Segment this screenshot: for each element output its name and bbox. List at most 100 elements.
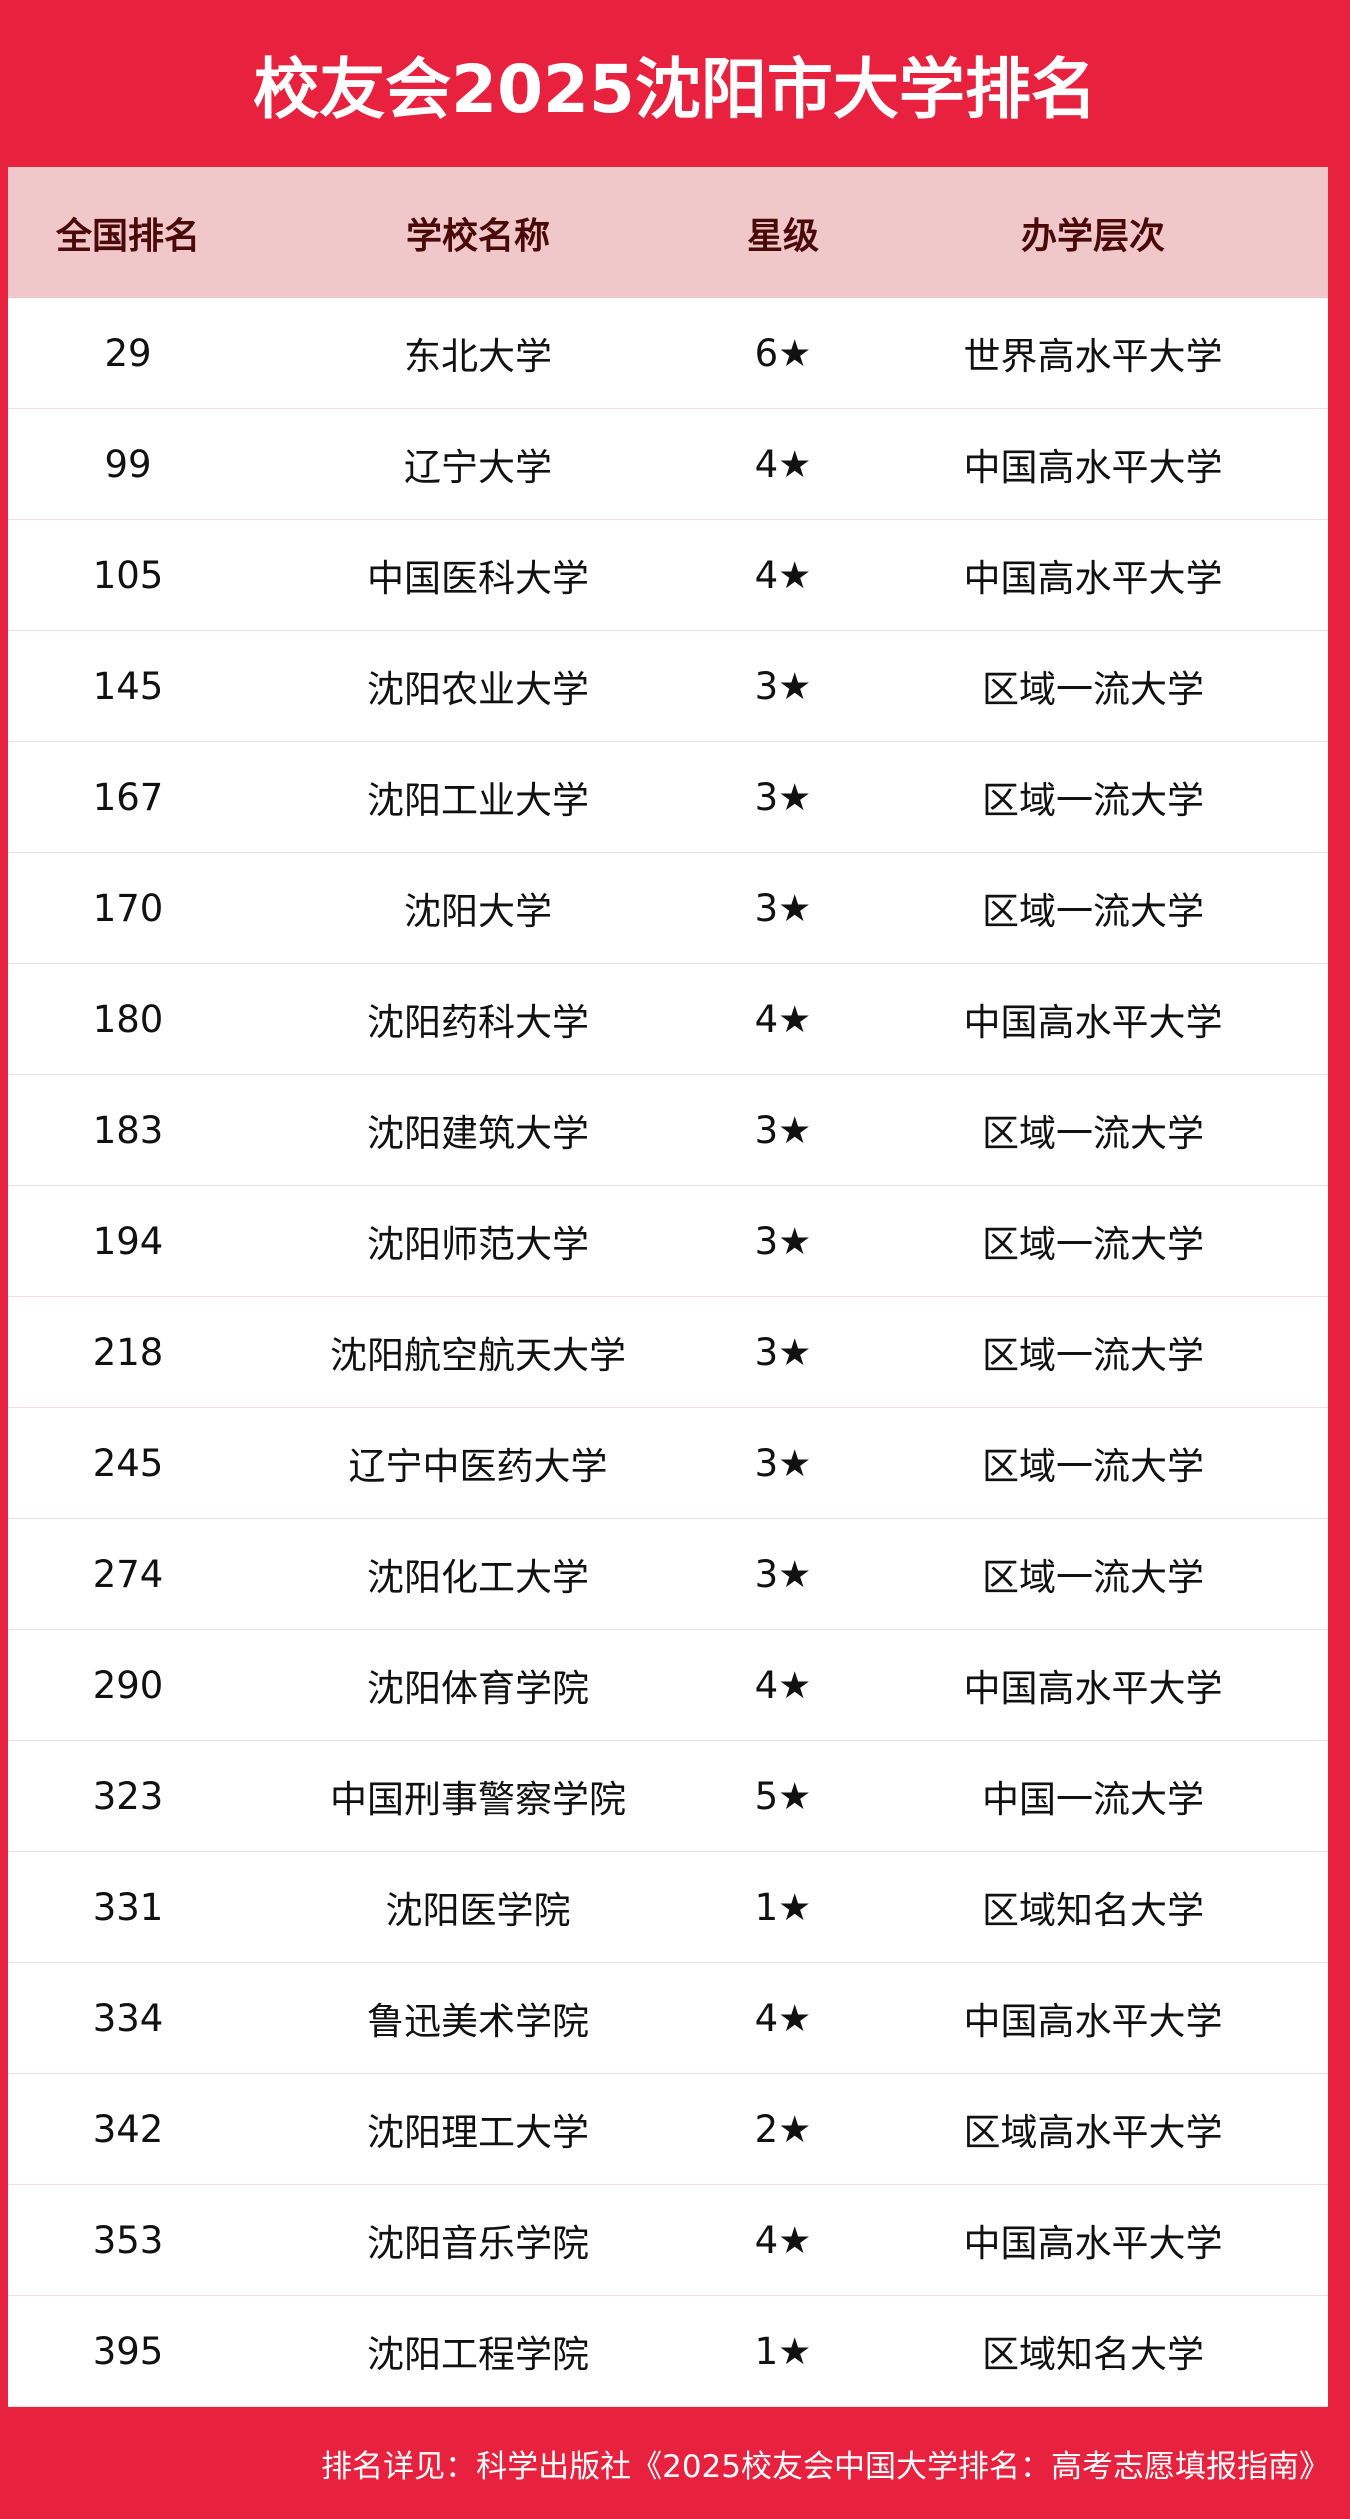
star-rating-cell: 4★ bbox=[754, 997, 812, 1041]
table-row: 180 沈阳药科大学 4★ 中国高水平大学 bbox=[8, 964, 1328, 1075]
table-row: 29 东北大学 6★ 世界高水平大学 bbox=[8, 298, 1328, 409]
star-rating-cell: 4★ bbox=[754, 1663, 812, 1707]
table-row: 245 辽宁中医药大学 3★ 区域一流大学 bbox=[8, 1408, 1328, 1519]
level-cell: 区域一流大学 bbox=[982, 779, 1204, 822]
school-name-cell: 沈阳大学 bbox=[404, 890, 552, 933]
school-name-cell: 沈阳医学院 bbox=[385, 1889, 571, 1932]
table-row: 170 沈阳大学 3★ 区域一流大学 bbox=[8, 853, 1328, 964]
table-row: 145 沈阳农业大学 3★ 区域一流大学 bbox=[8, 631, 1328, 742]
rank-cell: 218 bbox=[92, 1330, 164, 1374]
school-name-cell: 沈阳工程学院 bbox=[367, 2333, 589, 2376]
school-name-cell: 沈阳师范大学 bbox=[367, 1223, 589, 1266]
table-row: 218 沈阳航空航天大学 3★ 区域一流大学 bbox=[8, 1297, 1328, 1408]
rank-cell: 170 bbox=[92, 886, 164, 930]
star-rating-cell: 4★ bbox=[754, 1996, 812, 2040]
level-cell: 中国一流大学 bbox=[982, 1778, 1204, 1821]
star-rating-cell: 3★ bbox=[754, 1330, 812, 1374]
table-row: 183 沈阳建筑大学 3★ 区域一流大学 bbox=[8, 1075, 1328, 1186]
star-rating-cell: 3★ bbox=[754, 1108, 812, 1152]
column-header-rank: 全国排名 bbox=[55, 215, 200, 257]
rank-cell: 180 bbox=[92, 997, 164, 1041]
level-cell: 中国高水平大学 bbox=[963, 446, 1223, 489]
table-row: 105 中国医科大学 4★ 中国高水平大学 bbox=[8, 520, 1328, 631]
table-row: 395 沈阳工程学院 1★ 区域知名大学 bbox=[8, 2296, 1328, 2407]
star-rating-cell: 2★ bbox=[754, 2107, 812, 2151]
level-cell: 区域一流大学 bbox=[982, 1556, 1204, 1599]
level-cell: 世界高水平大学 bbox=[963, 335, 1223, 378]
star-rating-cell: 4★ bbox=[754, 442, 812, 486]
table-row: 274 沈阳化工大学 3★ 区域一流大学 bbox=[8, 1519, 1328, 1630]
rank-cell: 334 bbox=[92, 1996, 164, 2040]
star-rating-cell: 1★ bbox=[754, 1885, 812, 1929]
rank-cell: 167 bbox=[92, 775, 164, 819]
rank-cell: 145 bbox=[92, 664, 164, 708]
star-rating-cell: 1★ bbox=[754, 2329, 812, 2373]
rank-cell: 290 bbox=[92, 1663, 164, 1707]
school-name-cell: 沈阳音乐学院 bbox=[367, 2222, 589, 2265]
school-name-cell: 沈阳理工大学 bbox=[367, 2111, 589, 2154]
star-rating-cell: 5★ bbox=[754, 1774, 812, 1818]
level-cell: 中国高水平大学 bbox=[963, 2000, 1223, 2043]
star-rating-cell: 4★ bbox=[754, 2218, 812, 2262]
column-header-stars: 星级 bbox=[746, 215, 819, 257]
school-name-cell: 沈阳建筑大学 bbox=[367, 1112, 589, 1155]
table-row: 353 沈阳音乐学院 4★ 中国高水平大学 bbox=[8, 2185, 1328, 2296]
rank-cell: 342 bbox=[92, 2107, 164, 2151]
level-cell: 区域一流大学 bbox=[982, 1112, 1204, 1155]
level-cell: 区域一流大学 bbox=[982, 890, 1204, 933]
rank-cell: 105 bbox=[92, 553, 164, 597]
level-cell: 中国高水平大学 bbox=[963, 1667, 1223, 1710]
star-rating-cell: 3★ bbox=[754, 775, 812, 819]
school-name-cell: 中国刑事警察学院 bbox=[330, 1778, 626, 1821]
school-name-cell: 东北大学 bbox=[404, 335, 552, 378]
school-name-cell: 沈阳农业大学 bbox=[367, 668, 589, 711]
table-body: 29 东北大学 6★ 世界高水平大学 99 辽宁大学 4★ 中国高水平大学 105 中国医科大学 4… bbox=[8, 298, 1328, 2407]
table-header: 全国排名 学校名称 星级 办学层次 bbox=[8, 167, 1328, 298]
school-name-cell: 沈阳航空航天大学 bbox=[330, 1334, 626, 1377]
table-row: 290 沈阳体育学院 4★ 中国高水平大学 bbox=[8, 1630, 1328, 1741]
level-cell: 区域一流大学 bbox=[982, 1445, 1204, 1488]
rank-cell: 99 bbox=[104, 442, 152, 486]
page-title: 校友会2025沈阳市大学排名 bbox=[253, 50, 1097, 128]
rank-cell: 183 bbox=[92, 1108, 164, 1152]
school-name-cell: 沈阳药科大学 bbox=[367, 1001, 589, 1044]
table-row: 194 沈阳师范大学 3★ 区域一流大学 bbox=[8, 1186, 1328, 1297]
star-rating-cell: 3★ bbox=[754, 1441, 812, 1485]
school-name-cell: 辽宁中医药大学 bbox=[348, 1445, 608, 1488]
school-name-cell: 沈阳工业大学 bbox=[367, 779, 589, 822]
rank-cell: 29 bbox=[104, 331, 152, 375]
star-rating-cell: 3★ bbox=[754, 886, 812, 930]
table-row: 334 鲁迅美术学院 4★ 中国高水平大学 bbox=[8, 1963, 1328, 2074]
rank-cell: 323 bbox=[92, 1774, 164, 1818]
level-cell: 区域一流大学 bbox=[982, 668, 1204, 711]
ranking-table: 全国排名 学校名称 星级 办学层次 29 东北大学 6★ 世界高水平大学 99 辽宁大学 4… bbox=[8, 167, 1328, 2407]
column-header-level: 办学层次 bbox=[1020, 215, 1165, 257]
rank-cell: 331 bbox=[92, 1885, 164, 1929]
level-cell: 区域一流大学 bbox=[982, 1223, 1204, 1266]
school-name-cell: 沈阳体育学院 bbox=[367, 1667, 589, 1710]
star-rating-cell: 3★ bbox=[754, 1219, 812, 1263]
level-cell: 区域高水平大学 bbox=[963, 2111, 1223, 2154]
school-name-cell: 鲁迅美术学院 bbox=[367, 2000, 589, 2043]
star-rating-cell: 6★ bbox=[754, 331, 812, 375]
level-cell: 区域一流大学 bbox=[982, 1334, 1204, 1377]
level-cell: 中国高水平大学 bbox=[963, 557, 1223, 600]
column-header-school: 学校名称 bbox=[405, 215, 550, 257]
level-cell: 区域知名大学 bbox=[982, 1889, 1204, 1932]
table-row: 167 沈阳工业大学 3★ 区域一流大学 bbox=[8, 742, 1328, 853]
rank-cell: 353 bbox=[92, 2218, 164, 2262]
table-row: 331 沈阳医学院 1★ 区域知名大学 bbox=[8, 1852, 1328, 1963]
level-cell: 中国高水平大学 bbox=[963, 2222, 1223, 2265]
level-cell: 区域知名大学 bbox=[982, 2333, 1204, 2376]
star-rating-cell: 3★ bbox=[754, 664, 812, 708]
rank-cell: 245 bbox=[92, 1441, 164, 1485]
rank-cell: 274 bbox=[92, 1552, 164, 1596]
star-rating-cell: 4★ bbox=[754, 553, 812, 597]
table-row: 342 沈阳理工大学 2★ 区域高水平大学 bbox=[8, 2074, 1328, 2185]
school-name-cell: 沈阳化工大学 bbox=[367, 1556, 589, 1599]
school-name-cell: 中国医科大学 bbox=[367, 557, 589, 600]
star-rating-cell: 3★ bbox=[754, 1552, 812, 1596]
level-cell: 中国高水平大学 bbox=[963, 1001, 1223, 1044]
source-note: 排名详见：科学出版社《2025校友会中国大学排名：高考志愿填报指南》 bbox=[321, 2448, 1330, 2485]
table-row: 99 辽宁大学 4★ 中国高水平大学 bbox=[8, 409, 1328, 520]
